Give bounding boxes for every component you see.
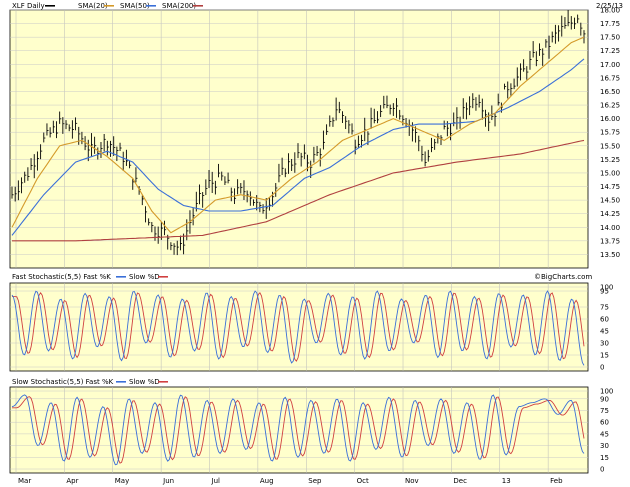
slow-fast-k-swatch: [116, 381, 126, 383]
fast-stochastic-title: Fast Stochastic(5,5) Fast %K: [12, 273, 111, 281]
symbol-label: XLF Daily: [12, 2, 45, 10]
stochastic-y-tick-label: 15: [600, 454, 609, 462]
fast-k-swatch: [116, 276, 126, 278]
legend-sma20-swatch: [104, 5, 114, 7]
y-tick-label: 15.00: [600, 169, 620, 177]
sma200-line: [12, 139, 585, 242]
y-tick-label: 14.00: [600, 224, 620, 232]
fast-stochastic-slow-d-label: Slow %D: [129, 273, 160, 281]
stochastic-y-tick-label: 100: [600, 388, 613, 396]
y-tick-label: 17.50: [600, 34, 620, 42]
legend-sma50-label: SMA(50): [120, 2, 150, 10]
x-tick-label: Sep: [308, 477, 322, 485]
y-tick-label: 16.75: [600, 74, 620, 82]
price-panel: [9, 9, 589, 269]
stochastic-y-tick-label: 45: [600, 430, 609, 438]
fast-k-line: [11, 394, 585, 466]
slow-stochastic-panel: [9, 386, 589, 474]
stochastic-y-tick-label: 45: [600, 328, 609, 336]
y-tick-label: 17.25: [600, 47, 620, 55]
chart-date: 2/25/13: [596, 2, 623, 10]
stochastic-y-tick-label: 60: [600, 316, 609, 324]
stochastic-y-tick-label: 30: [600, 442, 609, 450]
stochastic-y-tick-label: 90: [600, 395, 609, 403]
y-tick-label: 16.25: [600, 102, 620, 110]
x-tick-label: Jul: [211, 477, 221, 485]
y-tick-label: 15.75: [600, 129, 620, 137]
y-tick-label: 13.50: [600, 251, 620, 259]
stochastic-y-tick-label: 75: [600, 407, 609, 415]
legend-sma200-swatch: [193, 5, 203, 7]
x-tick-label: Aug: [260, 477, 274, 485]
slow-slow-d-swatch: [158, 381, 168, 383]
x-tick-label: Mar: [18, 477, 31, 485]
y-tick-label: 13.75: [600, 237, 620, 245]
legend-sma200-label: SMA(200): [162, 2, 196, 10]
stochastic-y-tick-label: 30: [600, 340, 609, 348]
x-tick-label: May: [115, 477, 129, 485]
slow-d-swatch: [158, 276, 168, 278]
slow-stochastic-slow-d-label: Slow %D: [129, 378, 160, 386]
stochastic-y-tick-label: 95: [600, 288, 609, 296]
y-tick-label: 15.50: [600, 142, 620, 150]
chart-marks: Mar Apr May Jun Jul Aug Sep Oct Nov Dec 13 Feb 18.00…: [10, 7, 620, 485]
y-tick-label: 17.75: [600, 20, 620, 28]
x-tick-label: Jun: [162, 477, 174, 485]
x-tick-label: Dec: [453, 477, 467, 485]
watermark: ©BigCharts.com: [534, 273, 592, 281]
y-tick-label: 18.00: [600, 7, 620, 15]
symbol-legend-swatch: [45, 5, 55, 7]
legend-sma20-label: SMA(20): [78, 2, 108, 10]
stochastic-y-tick-label: 60: [600, 419, 609, 427]
slow-d-line: [12, 396, 585, 464]
x-tick-label: 13: [502, 477, 511, 485]
fast-k-line: [11, 290, 585, 366]
stochastic-y-tick-label: 0: [600, 364, 604, 372]
x-tick-label: Apr: [66, 477, 78, 485]
sma20-line: [11, 36, 585, 234]
x-tick-label: Feb: [550, 477, 563, 485]
y-tick-label: 16.00: [600, 115, 620, 123]
y-tick-label: 16.50: [600, 88, 620, 96]
y-tick-label: 14.75: [600, 183, 620, 191]
slow-stochastic-title: Slow Stochastic(5,5) Fast %K: [12, 378, 114, 386]
y-tick-label: 15.25: [600, 156, 620, 164]
legend-sma50-swatch: [146, 5, 156, 7]
y-tick-label: 17.00: [600, 61, 620, 69]
stochastic-y-tick-label: 75: [600, 304, 609, 312]
x-tick-label: Nov: [405, 477, 419, 485]
stochastic-y-tick-label: 0: [600, 466, 604, 474]
y-tick-label: 14.50: [600, 197, 620, 205]
stochastic-y-tick-label: 15: [600, 352, 609, 360]
y-tick-label: 14.25: [600, 210, 620, 218]
x-tick-label: Oct: [357, 477, 369, 485]
stochastic-y-tick-label: 100: [600, 284, 613, 292]
